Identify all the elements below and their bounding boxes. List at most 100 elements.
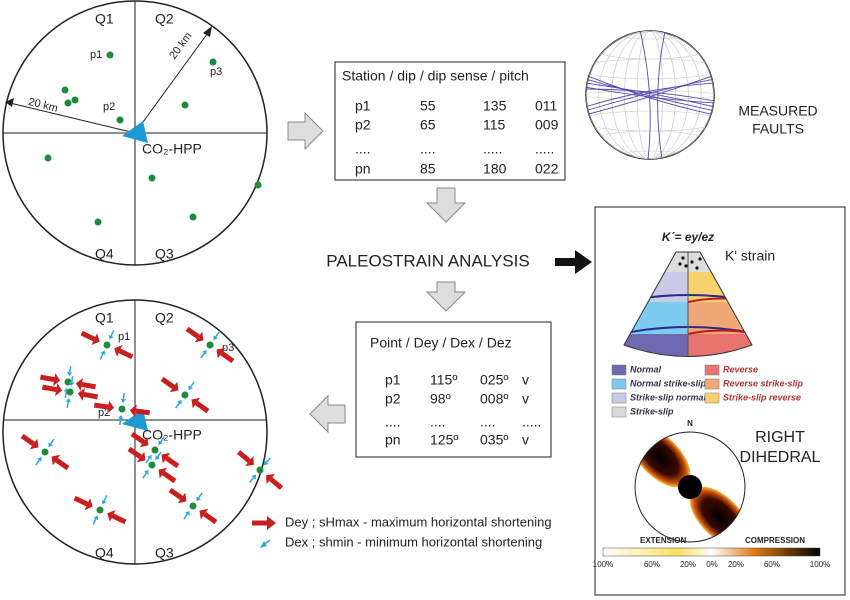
stress-arrow <box>160 436 165 443</box>
arrow-head <box>75 378 83 391</box>
arrow-head <box>216 347 226 359</box>
point-label: p2 <box>103 101 115 113</box>
dihedral-title: RIGHT <box>755 429 805 446</box>
stress-arrow <box>83 391 99 400</box>
arrow-head <box>169 381 179 393</box>
table-cell: 035º <box>480 432 508 448</box>
table-cell: p1 <box>385 372 401 388</box>
stress-arrow <box>160 376 175 390</box>
arrow-head <box>185 510 190 516</box>
table-cell: ..... <box>522 414 541 430</box>
quadrant-label: Q4 <box>95 545 114 561</box>
stereonet <box>585 30 715 160</box>
arrow-head <box>107 510 116 522</box>
table-cell: 125º <box>430 432 458 448</box>
arrow-head <box>120 398 127 404</box>
stress-arrow <box>93 402 109 410</box>
stress-arrow <box>111 513 127 525</box>
stress-arrow <box>110 330 115 337</box>
strain-table <box>355 321 552 458</box>
table-cell: .... <box>355 141 371 157</box>
arrow-head <box>69 381 75 387</box>
arrow-head <box>84 498 93 510</box>
arrow-head <box>263 460 269 466</box>
arrow-head <box>147 454 152 460</box>
table-cell: 022 <box>535 161 559 177</box>
stress-arrow <box>157 451 162 458</box>
arrow-head <box>37 456 42 462</box>
legend-swatch <box>704 392 720 404</box>
arrow-head <box>117 414 124 420</box>
k-point <box>695 266 699 270</box>
data-point <box>118 405 126 413</box>
stress-arrow <box>162 470 177 484</box>
stress-arrow <box>175 402 180 409</box>
data-point <box>94 218 102 226</box>
stress-arrow <box>81 381 97 390</box>
stress-arrow <box>142 472 147 479</box>
quadrant-label: Q2 <box>155 310 174 326</box>
arrow-head <box>196 496 201 502</box>
stress-arrow <box>195 400 210 414</box>
stress-arrow <box>190 381 195 388</box>
table-cell: 180 <box>483 161 507 177</box>
stress-arrow <box>185 326 200 340</box>
arrow-head <box>245 456 254 466</box>
data-point <box>71 96 79 104</box>
data-point <box>189 502 197 510</box>
table-cell: 011 <box>535 98 558 114</box>
arrow-head <box>191 397 201 409</box>
data-point <box>41 448 49 456</box>
table-cell: pn <box>355 161 371 177</box>
k-point <box>684 264 688 268</box>
k-title: K' strain <box>725 248 775 264</box>
stereonet-label: MEASURED <box>738 103 817 119</box>
stress-arrow <box>130 431 145 445</box>
point-label: p1 <box>118 331 130 343</box>
scale-tick-label: 20% <box>680 560 696 569</box>
stress-arrow <box>55 457 70 471</box>
stereonet-grid <box>598 31 702 159</box>
data-point <box>206 341 214 349</box>
flow-arrows <box>287 111 467 434</box>
legend-swatch <box>611 392 627 404</box>
stress-arrow <box>198 492 203 499</box>
quadrant-label: Q1 <box>95 11 114 27</box>
scale-label: COMPRESSION <box>745 536 805 545</box>
stress-arrow <box>66 401 70 408</box>
stress-arrow <box>20 433 35 447</box>
quadrant-label: Q2 <box>155 11 174 27</box>
stress-arrow <box>118 348 134 360</box>
data-point <box>106 51 114 59</box>
table-cell: .... <box>430 414 446 430</box>
data-point <box>61 86 69 94</box>
data-point <box>44 154 52 162</box>
stress-arrow <box>92 518 97 525</box>
legend-dey <box>267 516 276 530</box>
data-point <box>189 213 197 221</box>
scale-tick-label: 100% <box>810 560 830 569</box>
stress-arrow <box>127 446 142 460</box>
data-point <box>64 378 72 386</box>
data-point <box>151 446 159 454</box>
arrow-head <box>177 399 182 405</box>
legend-text: Strike-slip <box>630 406 674 416</box>
arrow-head <box>51 454 61 466</box>
arrow-head <box>108 334 114 340</box>
data-point <box>256 466 264 474</box>
table-cell: 98º <box>430 391 451 407</box>
fault-plane <box>586 82 714 108</box>
table-header: Station / dip / dip sense / pitch <box>342 68 529 84</box>
arrow-head <box>29 438 39 450</box>
arrow-head <box>93 515 99 521</box>
legend-swatch <box>704 364 720 376</box>
data-point <box>96 506 104 514</box>
k-point <box>698 257 702 261</box>
k-formula: K´= ey/ez <box>662 230 714 244</box>
table-cell: 65 <box>420 117 436 133</box>
arrow-head <box>65 397 71 403</box>
stress-arrow <box>200 352 205 359</box>
stress-arrow <box>203 511 218 525</box>
point-label: p3 <box>210 66 222 78</box>
stereonet-grid <box>611 31 689 159</box>
